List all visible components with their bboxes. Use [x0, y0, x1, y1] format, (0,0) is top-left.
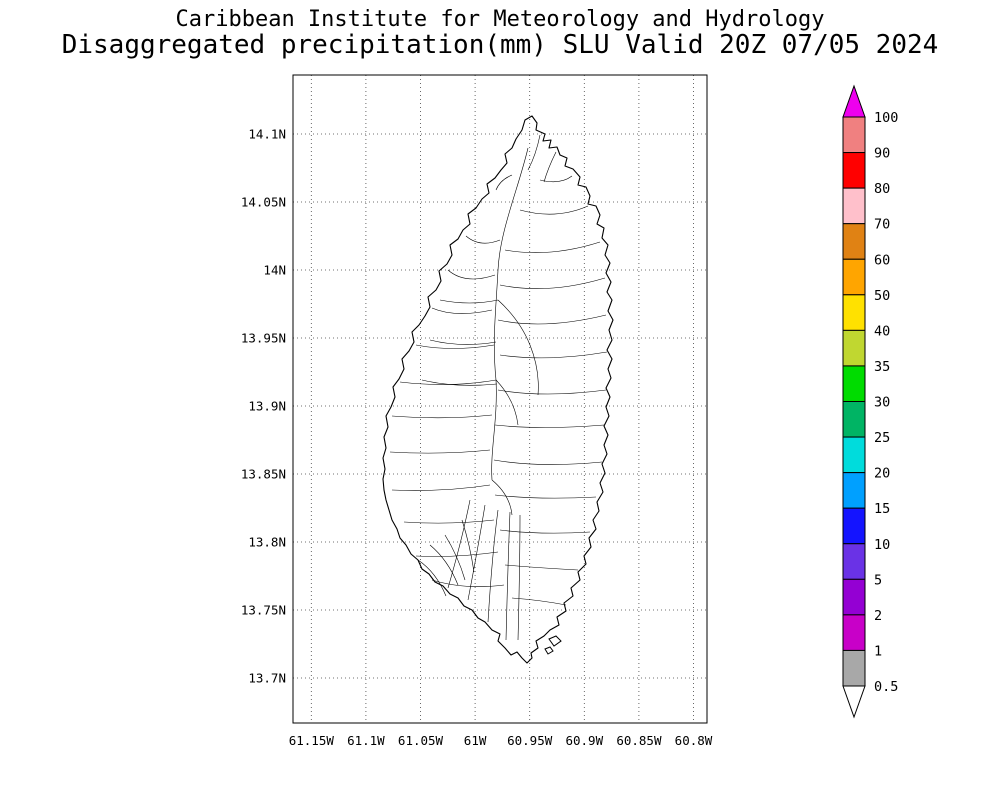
lat-tick-label: 14N: [263, 263, 286, 278]
colorbar-tick-label: 25: [874, 430, 890, 446]
colorbar-tick-label: 0.5: [874, 679, 898, 695]
lon-tick-label: 60.95W: [507, 733, 553, 748]
watershed-lines-west: [389, 235, 505, 587]
product-title: Disaggregated precipitation(mm) SLU Vali…: [61, 30, 939, 60]
colorbar: [842, 84, 866, 719]
lon-tick-label: 61.05W: [398, 733, 444, 748]
lon-tick-label: 60.9W: [565, 733, 603, 748]
colorbar-segment: [842, 507, 866, 545]
colorbar-tick-label: 90: [874, 146, 890, 162]
lon-tick-label: 61.1W: [347, 733, 385, 748]
lon-tick-label: 60.8W: [675, 733, 713, 748]
colorbar-tick-label: 80: [874, 181, 890, 197]
colorbar-segment: [842, 401, 866, 438]
colorbar-segment: [842, 649, 866, 687]
colorbar-segment: [842, 223, 866, 260]
colorbar-tick-label: 70: [874, 217, 890, 233]
colorbar-segment: [842, 187, 866, 225]
institute-title: Caribbean Institute for Meteorology and …: [175, 7, 825, 32]
colorbar-tick-label: 10: [874, 537, 890, 553]
colorbar-segment: [842, 329, 866, 367]
offshore-islets: [544, 635, 562, 655]
lat-tick-label: 13.8N: [248, 535, 286, 550]
watershed-lines-central: [421, 147, 539, 516]
colorbar-arrow-up: [842, 84, 866, 118]
colorbar-segment: [842, 436, 866, 474]
colorbar-tick-label: 60: [874, 252, 890, 268]
colorbar-segment: [842, 578, 866, 616]
lon-tick-label: 61.15W: [289, 733, 335, 748]
watershed-lines: [389, 134, 608, 641]
lon-tick-label: 60.85W: [616, 733, 662, 748]
colorbar-tick-label: 100: [874, 110, 898, 126]
colorbar-tick-label: 1: [874, 643, 882, 659]
colorbar-tick-label: 2: [874, 608, 882, 624]
watershed-lines-east: [493, 241, 608, 606]
colorbar-tick-label: 20: [874, 466, 890, 482]
colorbar-segment: [842, 152, 866, 189]
island-coastline: [382, 115, 614, 664]
colorbar-labels: 100 90 80 70 60 50 40 35 30 25 20 15 10 5 2 1 0.5: [874, 110, 898, 695]
lat-tick-label: 14.1N: [248, 127, 286, 142]
colorbar-segment: [842, 258, 866, 296]
colorbar-segment: [842, 472, 866, 509]
colorbar-arrow-down: [842, 685, 866, 719]
colorbar-segment: [842, 543, 866, 580]
colorbar-segment: [842, 365, 866, 402]
gridlines: [293, 75, 707, 723]
lat-tick-label: 13.7N: [248, 671, 286, 686]
lat-tick-label: 13.95N: [241, 331, 286, 346]
lat-tick-label: 14.05N: [241, 195, 286, 210]
plot-frame: [292, 74, 708, 724]
colorbar-tick-label: 30: [874, 395, 890, 411]
colorbar-segment: [842, 294, 866, 331]
colorbar-tick-label: 35: [874, 359, 890, 375]
colorbar-tick-label: 15: [874, 501, 890, 517]
colorbar-tick-label: 50: [874, 288, 890, 304]
watershed-lines-north: [495, 134, 589, 215]
watershed-lines-south: [417, 499, 521, 641]
tick-labels: 61.15W 61.1W 61.05W 61W 60.95W 60.9W 60.85W 60.…: [241, 127, 713, 749]
lat-tick-label: 13.75N: [241, 603, 286, 618]
colorbar-segment: [842, 614, 866, 651]
colorbar-tick-label: 5: [874, 572, 882, 588]
colorbar-tick-label: 40: [874, 323, 890, 339]
lat-tick-label: 13.85N: [241, 467, 286, 482]
lat-tick-label: 13.9N: [248, 399, 286, 414]
lon-tick-label: 61W: [464, 733, 487, 748]
colorbar-segment: [842, 116, 866, 154]
island-group: [382, 115, 614, 664]
